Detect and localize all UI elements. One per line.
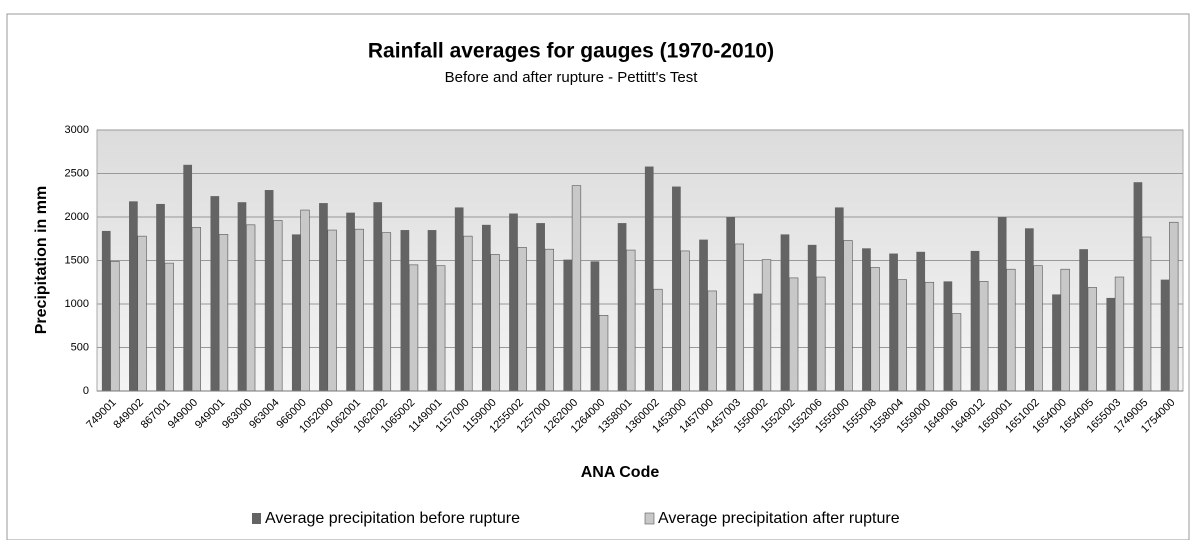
bar <box>761 259 772 392</box>
bar <box>101 230 111 391</box>
bar <box>264 190 274 391</box>
bar <box>699 239 708 391</box>
bar <box>834 207 844 391</box>
bar <box>653 288 663 392</box>
bar <box>626 249 636 392</box>
bar <box>408 264 419 392</box>
bar <box>381 232 392 392</box>
bar <box>246 224 256 392</box>
bar <box>300 209 310 392</box>
bar <box>327 229 337 392</box>
bar <box>672 186 681 391</box>
bar <box>870 267 880 392</box>
bar <box>862 248 871 391</box>
bar <box>726 217 736 391</box>
bar <box>1060 268 1070 392</box>
bar <box>997 217 1007 391</box>
bar <box>218 234 229 392</box>
bar <box>183 164 193 391</box>
bar <box>156 203 165 391</box>
bar <box>951 313 962 392</box>
bar <box>1106 297 1116 391</box>
chart-subtitle: Before and after rupture - Pettitt's Tes… <box>445 69 699 86</box>
bar <box>129 201 138 391</box>
bar <box>110 261 120 392</box>
bar <box>517 247 527 392</box>
bar <box>780 234 790 391</box>
legend-label: Average precipitation before rupture <box>265 510 520 527</box>
bar <box>1114 276 1125 392</box>
bar <box>1033 265 1043 392</box>
bar <box>680 250 690 392</box>
bar <box>571 185 582 392</box>
bar <box>1079 249 1088 391</box>
y-tick-label: 2500 <box>65 167 89 179</box>
bar <box>137 235 147 392</box>
bar <box>210 196 220 391</box>
bar <box>346 212 355 391</box>
bar <box>598 315 609 392</box>
bar <box>400 230 410 391</box>
bar <box>354 228 364 392</box>
bar <box>490 254 500 392</box>
y-tick-label: 1500 <box>65 254 89 266</box>
bar <box>1052 294 1061 391</box>
x-axis-title: ANA Code <box>581 464 660 481</box>
bar <box>563 259 573 391</box>
y-tick-label: 1000 <box>65 298 89 310</box>
bar <box>291 234 301 391</box>
bar <box>191 227 202 392</box>
bar <box>1087 287 1097 392</box>
y-tick-label: 500 <box>71 341 89 353</box>
bar <box>753 293 763 391</box>
y-tick-label: 2000 <box>65 211 89 223</box>
bar <box>1133 182 1143 391</box>
bar <box>273 220 283 392</box>
legend-swatch <box>644 512 655 525</box>
bar <box>1024 228 1034 391</box>
bar <box>1006 268 1016 392</box>
legend-swatch <box>252 513 261 524</box>
bar <box>481 224 491 391</box>
bar <box>924 281 935 392</box>
bar <box>544 248 554 392</box>
bar <box>1169 221 1179 392</box>
bar <box>1160 279 1170 391</box>
y-tick-label: 3000 <box>65 124 89 136</box>
bar <box>237 202 247 391</box>
bar <box>590 261 600 391</box>
bar <box>734 243 745 392</box>
bar <box>843 240 853 392</box>
bar <box>463 235 473 392</box>
bar <box>970 250 980 391</box>
y-tick-label: 0 <box>83 385 89 397</box>
bar <box>427 230 437 391</box>
bar <box>816 276 826 392</box>
bar <box>943 281 953 391</box>
bar <box>789 277 799 392</box>
bar <box>319 203 328 391</box>
bar <box>707 290 717 392</box>
bar <box>644 166 654 391</box>
bar <box>164 262 174 392</box>
bar <box>454 207 464 391</box>
bar <box>916 251 926 391</box>
bar <box>617 223 627 391</box>
bar <box>889 253 898 391</box>
bar <box>509 213 518 391</box>
chart-title: Rainfall averages for gauges (1970-2010) <box>368 40 774 63</box>
y-axis-title: Precipitation in mm <box>33 186 50 334</box>
legend-label: Average precipitation after rupture <box>658 510 900 527</box>
bar <box>373 202 383 391</box>
bar <box>979 281 989 392</box>
bar <box>536 223 545 391</box>
bar <box>436 265 446 392</box>
bar <box>897 279 907 392</box>
bar <box>1141 236 1152 392</box>
bar <box>807 244 817 391</box>
